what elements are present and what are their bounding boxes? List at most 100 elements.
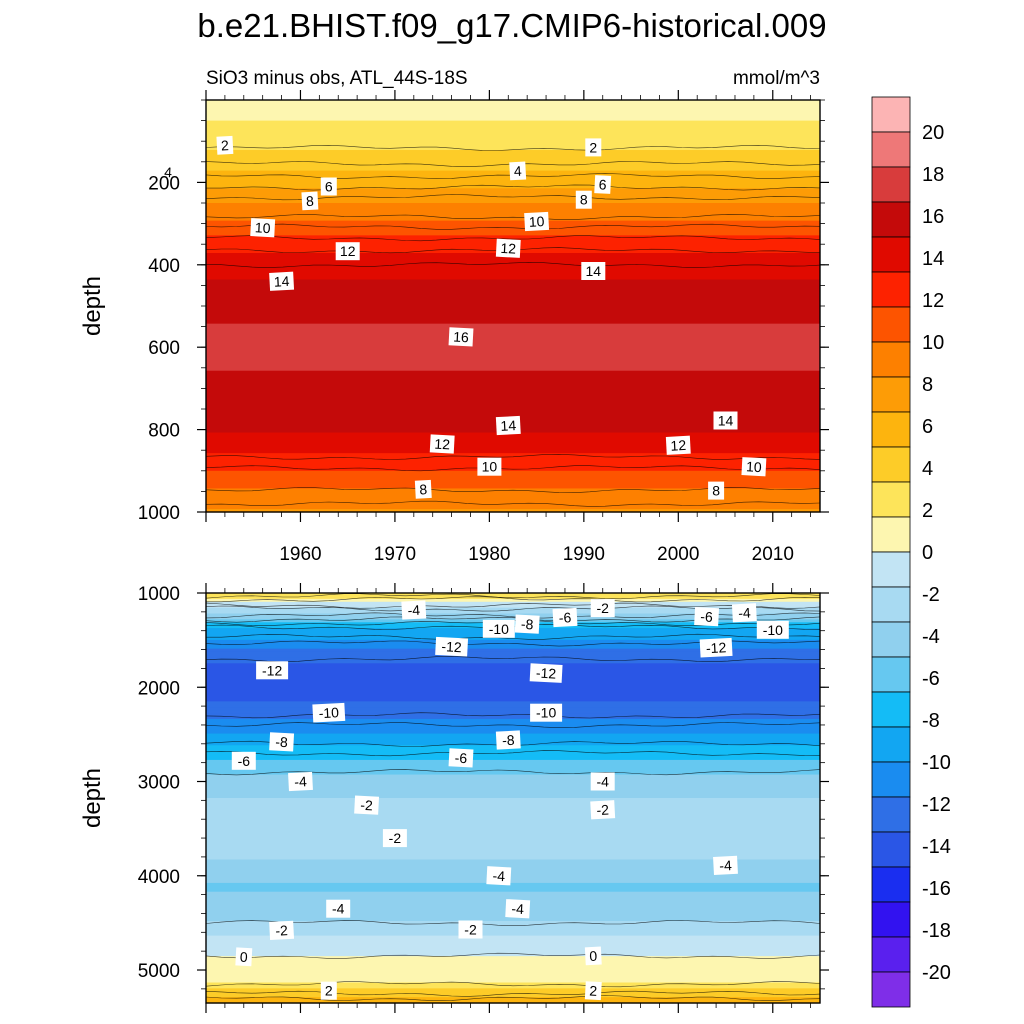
upper-field-band — [206, 282, 820, 286]
colorbar-box — [871, 131, 911, 168]
lower-field-band — [206, 762, 820, 767]
lower-contour-line — [205, 722, 821, 729]
upper-field-band — [206, 459, 820, 463]
colorbar-tick-label: -2 — [922, 584, 940, 606]
lower-contour-line — [205, 920, 821, 927]
upper-ylabel: depth — [79, 276, 106, 336]
upper-contour-label: 6 — [594, 175, 612, 194]
colorbar-tick-label: 20 — [922, 122, 944, 144]
upper-xtick-label: 1960 — [279, 544, 321, 565]
upper-field-band — [206, 438, 820, 442]
upper-field-band — [206, 406, 820, 410]
lower-field-band — [206, 976, 820, 981]
upper-field-band — [206, 358, 820, 363]
lower-contour-label: -2 — [458, 920, 483, 939]
svg-text:8: 8 — [580, 192, 588, 208]
lower-field-band — [206, 604, 820, 609]
lower-field-band — [206, 973, 820, 978]
lower-field-band — [206, 921, 820, 925]
upper-contour-line — [205, 500, 821, 507]
svg-text:4: 4 — [513, 163, 522, 179]
upper-contour-label: 14 — [713, 411, 738, 430]
colorbar-box — [871, 201, 911, 238]
lower-contour-label: -12 — [529, 663, 563, 683]
upper-field-band — [206, 285, 820, 289]
colorbar-box — [871, 656, 911, 693]
upper-ytick-label: 1000 — [138, 503, 180, 524]
lower-contour-label: -10 — [756, 620, 789, 639]
lower-field-band — [206, 979, 820, 984]
colorbar-box — [871, 726, 911, 763]
upper-contour-label: 12 — [495, 238, 521, 258]
lower-field-band — [206, 765, 820, 770]
svg-text:4: 4 — [164, 164, 173, 180]
upper-field-band — [206, 435, 820, 440]
lower-field-band — [206, 856, 820, 861]
upper-field-band — [206, 300, 820, 304]
lower-field-band — [206, 786, 820, 790]
lower-field-band — [206, 953, 820, 957]
upper-contour-label: 12 — [665, 435, 691, 455]
lower-contour-line — [205, 769, 821, 776]
lower-contour-label: -4 — [590, 772, 615, 791]
colorbar-tick-label: 8 — [922, 374, 933, 396]
lower-field-band — [206, 877, 820, 881]
lower-contour-label: -2 — [269, 920, 295, 941]
lower-field-band — [206, 727, 820, 732]
upper-field-band — [206, 182, 820, 186]
svg-text:-12: -12 — [536, 665, 557, 682]
lower-contour-label: -8 — [269, 732, 295, 752]
upper-axes: 200 400 600 800 1000 1960 1970 1980 1990 2000 2010 — [138, 90, 829, 565]
lower-field-band — [206, 648, 820, 653]
svg-text:-10: -10 — [763, 622, 783, 638]
upper-field-band — [206, 291, 820, 295]
lower-field-band — [206, 997, 820, 1001]
colorbar-box — [871, 481, 911, 518]
lower-axes: 1000 2000 3000 4000 5000 — [138, 583, 829, 1013]
lower-field-band — [206, 757, 820, 761]
upper-xtick-label: 2010 — [752, 544, 794, 565]
lower-contour-labels: -4 -10 -8 -6 -2 -6 -4 -10 -12 -12 -12 -12 -10 -10 -8 -8… — [231, 599, 789, 1001]
upper-field-band — [206, 211, 820, 216]
lower-field-band — [206, 844, 820, 849]
upper-contour-label: 2 — [216, 135, 234, 155]
colorbar-box — [871, 551, 911, 588]
upper-field-band — [206, 456, 820, 460]
lower-field-band — [206, 880, 820, 884]
lower-contour-label: -4 — [326, 899, 351, 918]
lower-field-band — [206, 847, 820, 852]
svg-text:-8: -8 — [502, 732, 515, 749]
colorbar-tick-label: -20 — [922, 962, 951, 984]
upper-contour-label: 10 — [741, 457, 767, 477]
svg-text:8: 8 — [306, 193, 315, 209]
svg-text:2: 2 — [221, 137, 230, 153]
upper-field-band — [206, 152, 820, 157]
svg-text:-6: -6 — [238, 753, 251, 769]
lower-contour-label: -12 — [256, 661, 289, 680]
svg-text:6: 6 — [325, 179, 333, 195]
lower-field-band — [206, 660, 820, 664]
svg-text:-2: -2 — [596, 801, 609, 818]
upper-field-band — [206, 267, 820, 272]
upper-field-band — [206, 144, 820, 148]
figure-title: b.e21.BHIST.f09_g17.CMIP6-historical.009 — [197, 7, 826, 44]
upper-field-band — [206, 297, 820, 301]
lower-field-band — [206, 812, 820, 817]
upper-contour-label: 14 — [581, 262, 606, 280]
colorbar-tick-label: 4 — [922, 458, 933, 480]
colorbar-tick-label: 18 — [922, 164, 944, 186]
lower-contour-label: -8 — [495, 730, 521, 750]
svg-text:10: 10 — [528, 213, 545, 230]
upper-field-band — [206, 132, 820, 136]
colorbar-box — [871, 901, 911, 938]
upper-field-band — [206, 126, 820, 131]
upper-field-band — [206, 208, 820, 213]
subtitle-right: mmol/m^3 — [733, 68, 820, 89]
upper-field-band — [206, 370, 820, 375]
lower-contour-label: -2 — [382, 829, 407, 848]
lower-field-band — [206, 956, 820, 960]
lower-field-band — [206, 824, 820, 828]
upper-field-band — [206, 388, 820, 392]
colorbar-box — [871, 761, 911, 798]
